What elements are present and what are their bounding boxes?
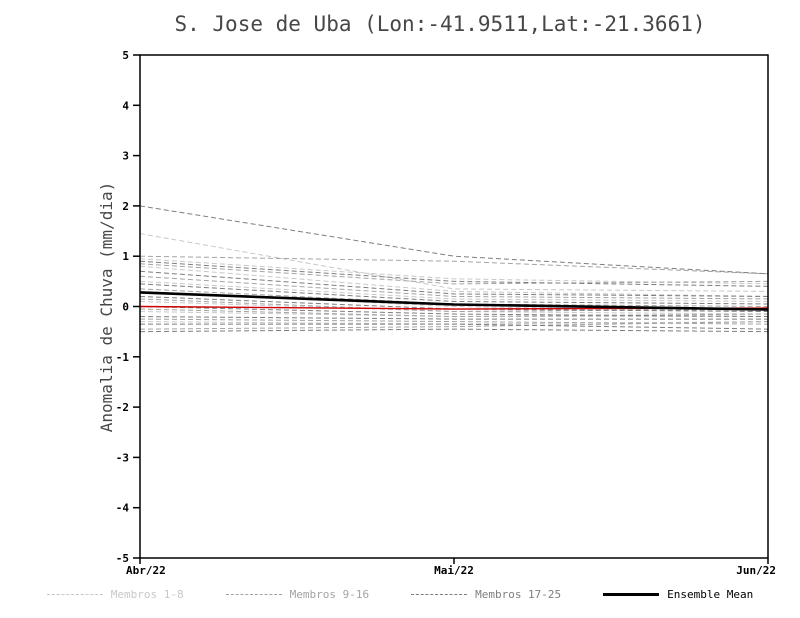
y-tick-label: -5 (116, 552, 129, 565)
y-tick-label: 4 (122, 99, 129, 112)
member-line-group-3 (139, 306, 769, 318)
dashed-line-sample-icon (411, 594, 468, 595)
legend: Membros 1-8 Membros 9-16 Membros 17-25 Ense… (0, 588, 800, 601)
y-tick-label: -1 (116, 351, 130, 364)
member-line-group-2 (139, 263, 769, 285)
legend-label: Membros 1-8 (110, 588, 184, 601)
member-line-group-2 (139, 275, 769, 300)
member-line-group-1 (139, 280, 769, 302)
solid-line-sample-icon (603, 593, 660, 596)
x-tick-label: Mai/22 (434, 564, 474, 577)
member-line-group-1 (139, 265, 769, 297)
member-line-group-3 (139, 283, 769, 305)
legend-label: Membros 9-16 (289, 588, 370, 601)
legend-item: Ensemble Mean (603, 588, 753, 601)
plot-area: -5 -4 -3 -2 -1 0 1 2 3 4 5 Abr/22 Mai/22 Jun/22 Anoma… (97, 49, 776, 577)
dashed-line-sample-icon (46, 594, 103, 595)
y-tick-label: 3 (122, 150, 129, 163)
y-tick-label: -2 (116, 401, 129, 414)
y-tick-label: -4 (116, 502, 130, 515)
legend-label: Membros 17-25 (475, 588, 562, 601)
x-tick-label: Jun/22 (736, 564, 776, 577)
chart-title: S. Jose de Uba (Lon:-41.9511,Lat:-21.366… (174, 12, 706, 36)
member-line-group-2 (139, 321, 769, 330)
y-tick-label: 1 (122, 250, 129, 263)
legend-item: Membros 17-25 (411, 588, 561, 601)
y-axis-label: Anomalia de Chuva (mm/dia) (97, 182, 116, 432)
member-line-group-3 (139, 316, 768, 320)
legend-item: Membros 9-16 (225, 588, 370, 601)
member-line-group-3 (140, 323, 769, 330)
member-line-group-2 (139, 318, 769, 325)
member-line-group-3 (139, 328, 769, 333)
series-layer (139, 205, 769, 333)
y-tick-label: 0 (122, 301, 129, 314)
member-line-group-1 (139, 258, 769, 285)
y-tick-label: 2 (122, 200, 129, 213)
member-line-group-2 (139, 255, 769, 275)
legend-label: Ensemble Mean (667, 588, 754, 601)
member-line-group-3 (139, 205, 769, 275)
member-line-group-1 (139, 233, 769, 292)
member-line-group-3 (139, 260, 769, 287)
dashed-line-sample-icon (225, 594, 282, 595)
axis-layer: -5 -4 -3 -2 -1 0 1 2 3 4 5 Abr/22 Mai/22 Jun/22 (116, 49, 776, 577)
legend-item: Membros 1-8 (46, 588, 184, 601)
y-tick-label: 5 (122, 49, 129, 62)
member-line-group-2 (139, 298, 769, 313)
member-line-group-3 (139, 270, 769, 297)
ensemble-mean-line (139, 291, 769, 311)
x-tick-label: Abr/22 (126, 564, 166, 577)
y-tick-label: -3 (116, 451, 129, 464)
member-line-group-2 (139, 308, 769, 318)
